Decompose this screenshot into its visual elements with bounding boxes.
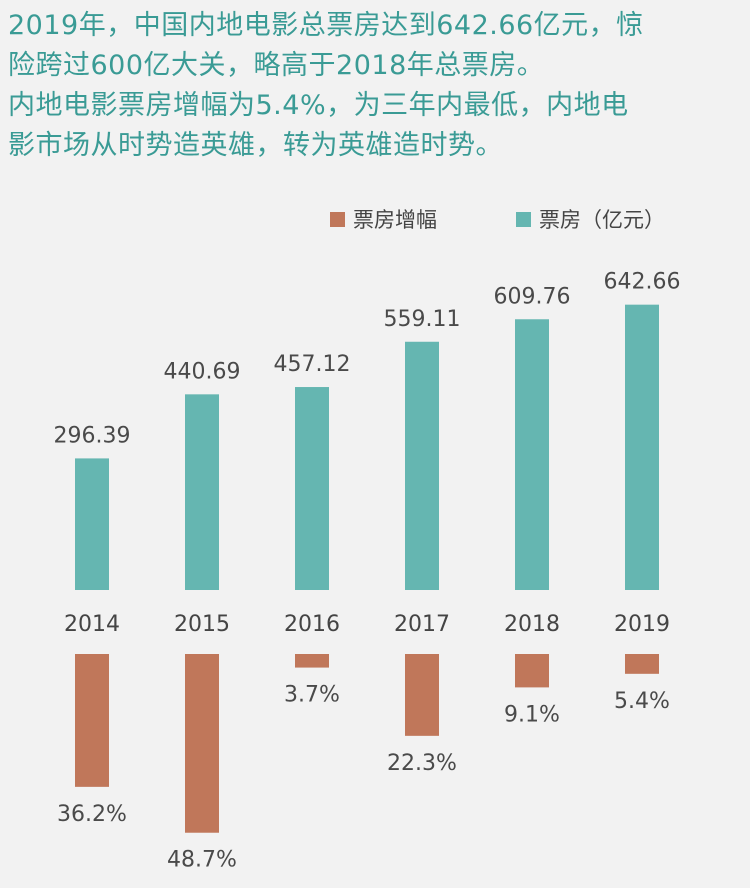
- growth-value-label-2018: 9.1%: [504, 702, 560, 727]
- boxoffice-bar-2016: [295, 387, 329, 590]
- boxoffice-bar-2015: [185, 394, 219, 590]
- boxoffice-value-label-2019: 642.66: [604, 270, 681, 295]
- year-tick-label-2019: 2019: [614, 612, 670, 637]
- boxoffice-bar-2018: [515, 319, 549, 590]
- legend-swatch-boxoffice: [516, 211, 531, 227]
- boxoffice-bar-2014: [75, 458, 109, 590]
- growth-bar-2019: [625, 654, 659, 674]
- legend-swatch-growth: [330, 211, 345, 227]
- intro-line-1: 2019年，中国内地电影总票房达到642.66亿元，惊: [8, 10, 644, 41]
- growth-bar-2016: [295, 654, 329, 668]
- growth-value-label-2016: 3.7%: [284, 683, 340, 708]
- growth-bar-2014: [75, 654, 109, 787]
- growth-bar-2015: [185, 654, 219, 833]
- intro-line-4: 影市场从时势造英雄，转为英雄造时势。: [8, 130, 503, 161]
- growth-bar-2017: [405, 654, 439, 736]
- boxoffice-value-label-2018: 609.76: [494, 284, 571, 309]
- intro-line-3: 内地电影票房增幅为5.4%，为三年内最低，内地电: [8, 90, 629, 121]
- year-tick-label-2015: 2015: [174, 612, 230, 637]
- legend-label-growth: 票房增幅: [353, 208, 437, 232]
- intro-text: 2019年，中国内地电影总票房达到642.66亿元，惊 险跨过600亿大关，略高…: [8, 6, 743, 166]
- year-tick-label-2017: 2017: [394, 612, 450, 637]
- year-tick-label-2018: 2018: [504, 612, 560, 637]
- growth-value-label-2019: 5.4%: [614, 689, 670, 714]
- growth-value-label-2015: 48.7%: [167, 848, 237, 873]
- boxoffice-value-label-2017: 559.11: [384, 307, 461, 332]
- intro-line-2: 险跨过600亿大关，略高于2018年总票房。: [8, 50, 545, 81]
- boxoffice-bar-2017: [405, 341, 439, 590]
- boxoffice-value-label-2014: 296.39: [54, 423, 131, 448]
- boxoffice-value-label-2015: 440.69: [164, 359, 241, 384]
- boxoffice-value-label-2016: 457.12: [274, 352, 351, 377]
- growth-value-label-2014: 36.2%: [57, 802, 127, 827]
- growth-bar-2018: [515, 654, 549, 688]
- year-tick-label-2016: 2016: [284, 612, 340, 637]
- boxoffice-bar-2019: [625, 304, 659, 590]
- legend-item-growth: 票房增幅: [330, 204, 437, 234]
- year-tick-label-2014: 2014: [64, 612, 120, 637]
- growth-value-label-2017: 22.3%: [387, 751, 457, 776]
- legend-item-boxoffice: 票房（亿元）: [516, 204, 665, 234]
- chart-legend: 票房增幅 票房（亿元）: [0, 200, 750, 234]
- legend-label-boxoffice: 票房（亿元）: [539, 208, 665, 232]
